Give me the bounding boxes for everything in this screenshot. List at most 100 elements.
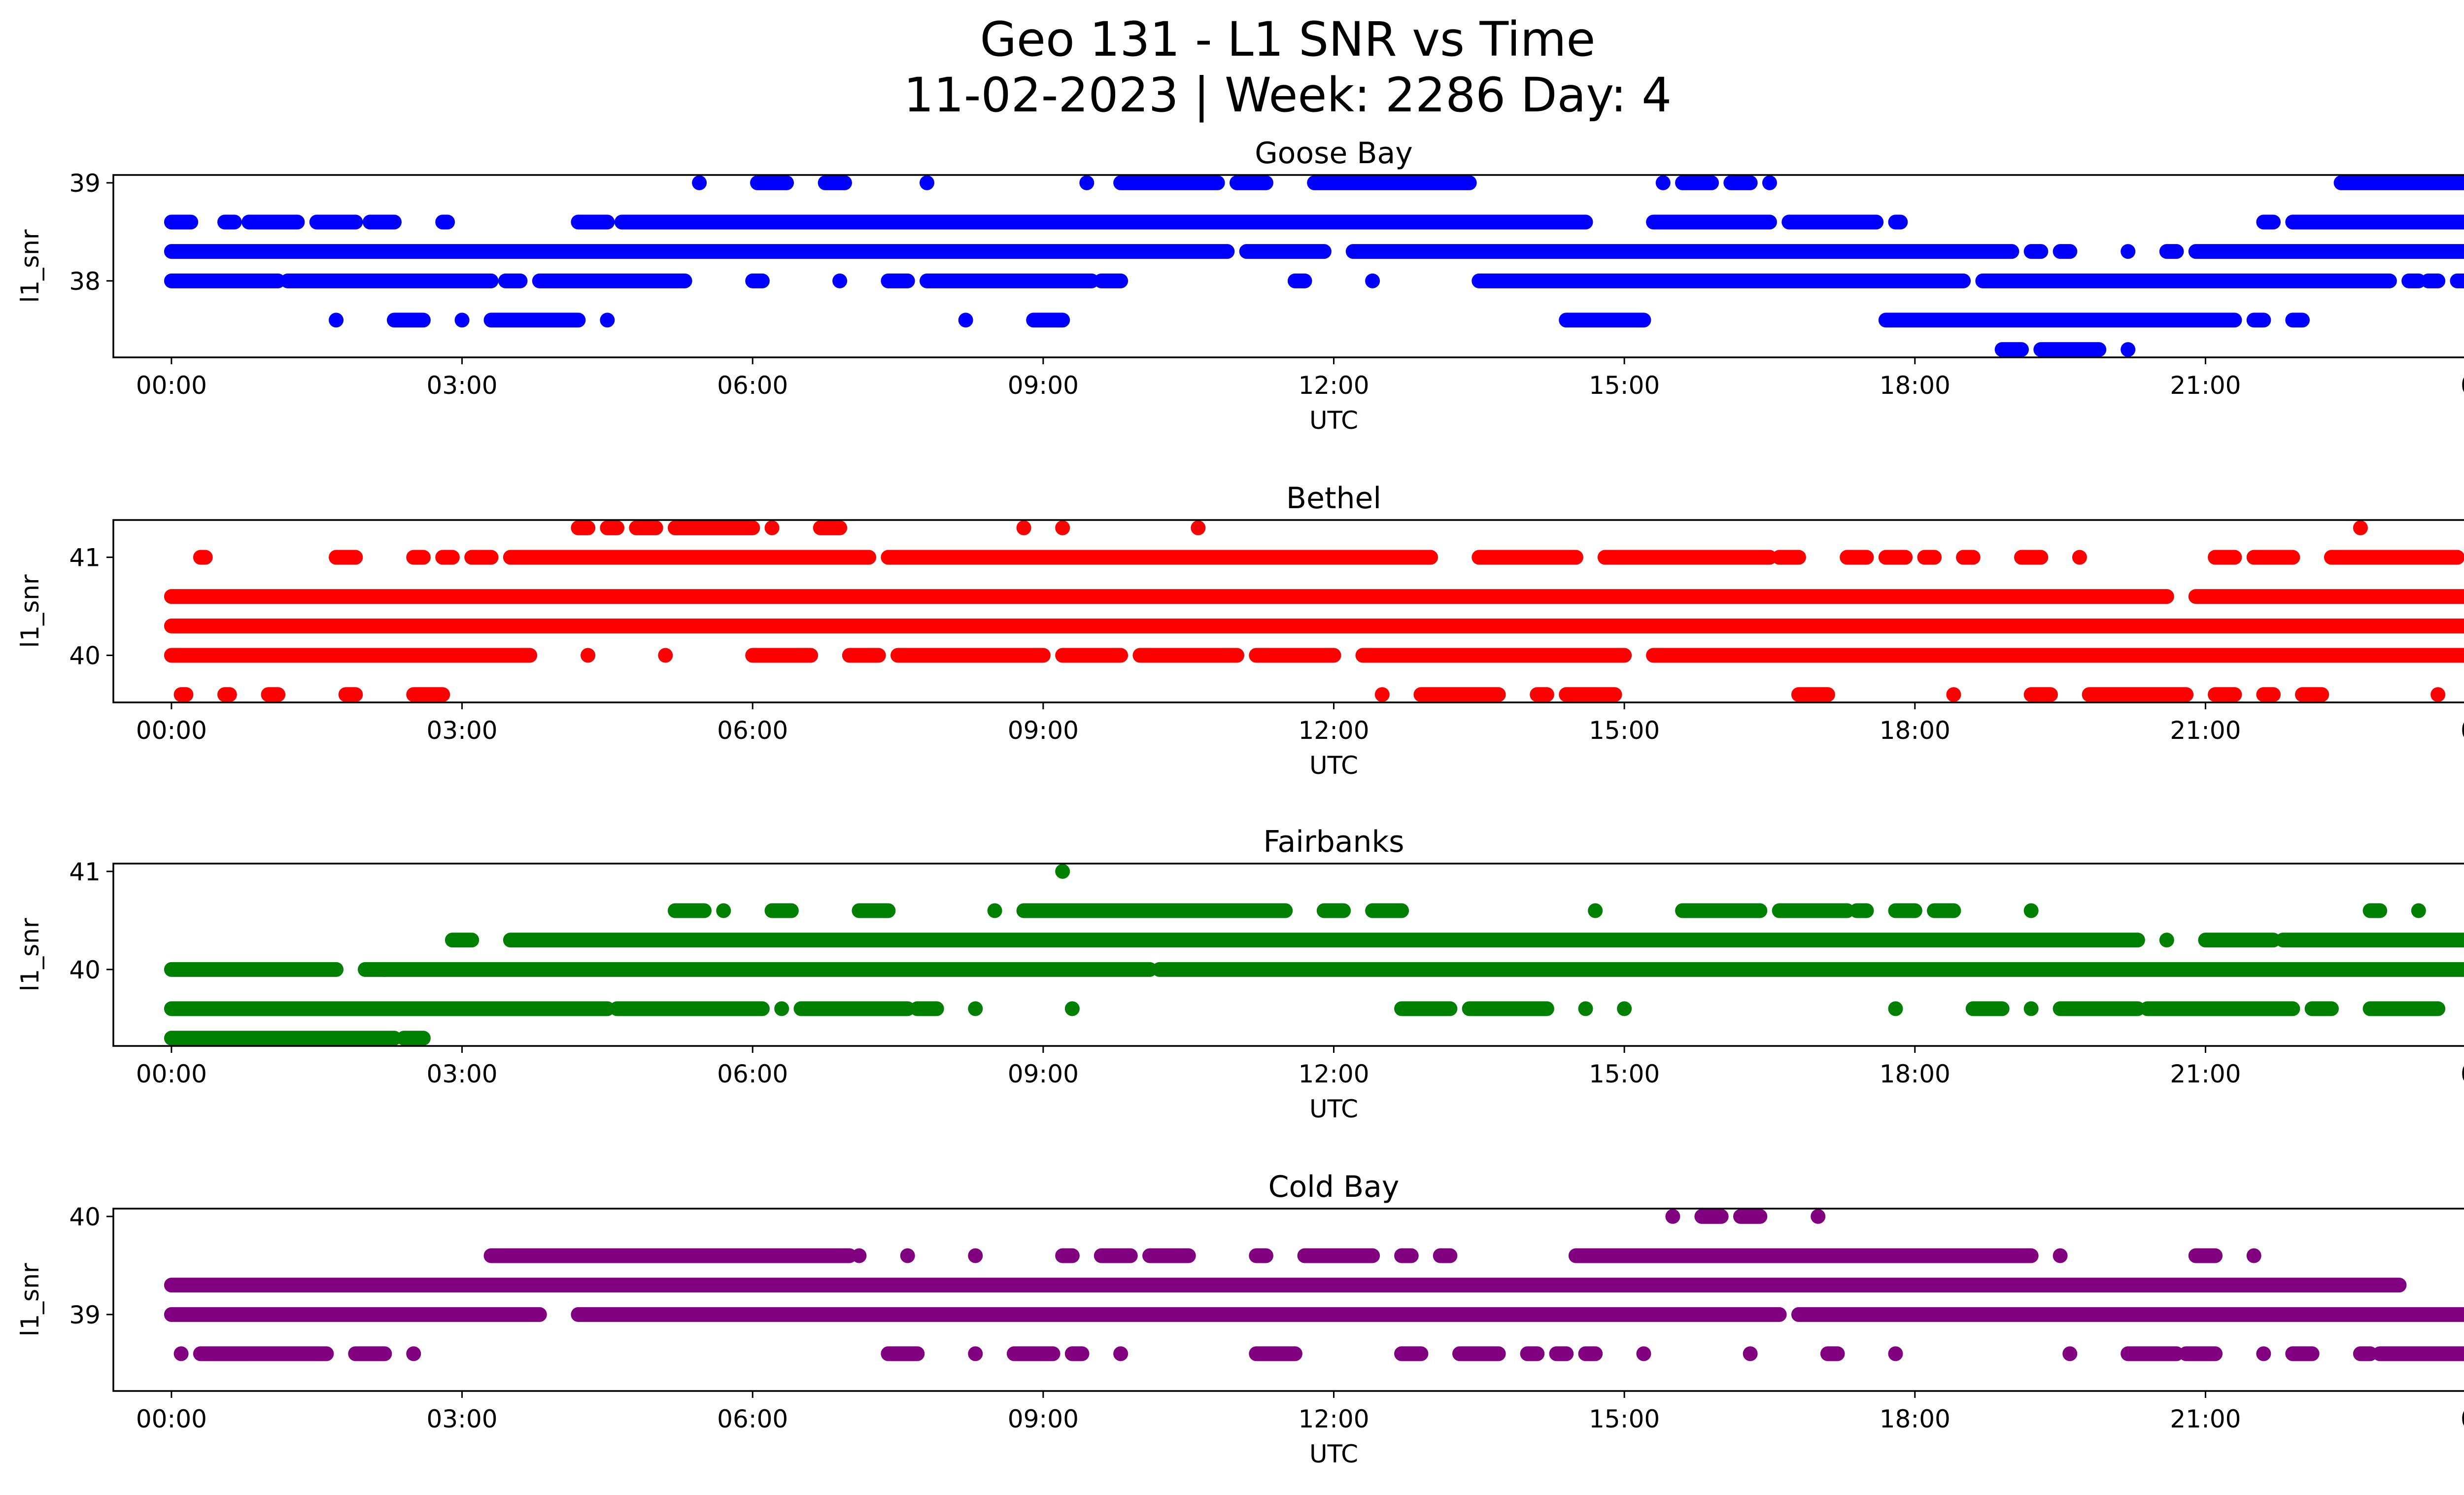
data-point-run: [1917, 550, 1942, 565]
data-point-run: [1132, 648, 1244, 663]
data-point-run: [377, 962, 1158, 977]
data-point-run: [1588, 903, 1603, 918]
data-point-run: [890, 648, 1051, 663]
data-point-run: [2023, 903, 2039, 918]
panel-goose-bay: 00:00 03:00 06:00 09:00 12:00 15:00 18:00 21:00…: [16, 136, 2464, 435]
data-point-run: [881, 550, 1438, 565]
data-point-run: [2121, 1346, 2184, 1361]
data-point-run: [193, 550, 213, 565]
y-axis-label: l1_snr: [16, 574, 44, 648]
data-point-run: [435, 550, 460, 565]
data-point-run: [1055, 1248, 1080, 1263]
data-point-run: [2275, 933, 2464, 948]
data-point-run: [2023, 687, 2058, 702]
data-point-run: [1646, 214, 1777, 230]
data-point-run: [1079, 175, 1095, 190]
data-point-run: [1646, 648, 2464, 663]
x-tick-label: 15:00: [1589, 371, 1660, 400]
y-tick-label: 41: [69, 544, 101, 572]
data-point-run: [842, 648, 886, 663]
data-point-run: [1394, 1346, 1429, 1361]
data-point-run: [2159, 933, 2174, 948]
data-point-run: [2014, 550, 2049, 565]
data-point-run: [1772, 550, 1806, 565]
panel-bethel: 00:00 03:00 06:00 09:00 12:00 15:00 18:00 21:00…: [16, 481, 2464, 780]
data-point-run: [2372, 1346, 2464, 1361]
x-tick-label: 00:00: [136, 1060, 207, 1088]
x-axis-label: UTC: [1309, 1440, 1358, 1468]
data-point-run: [406, 687, 450, 702]
data-point-run: [1374, 687, 1390, 702]
data-point-run: [600, 313, 615, 328]
data-point-run: [2353, 1346, 2378, 1361]
data-point-run: [1743, 1346, 1758, 1361]
x-tick-label: 15:00: [1589, 1060, 1660, 1088]
data-point-run: [329, 550, 363, 565]
data-point-run: [1433, 1248, 1458, 1263]
data-point-run: [1094, 1248, 1138, 1263]
data-point-run: [1772, 903, 1855, 918]
data-point-run: [1878, 550, 1913, 565]
data-point-run: [571, 1307, 1787, 1322]
y-tick-label: 40: [69, 642, 101, 670]
data-point-run: [2450, 273, 2464, 288]
data-point-run: [1191, 520, 1206, 535]
x-tick-label: 12:00: [1298, 1060, 1369, 1088]
data-point-run: [1394, 1248, 1419, 1263]
x-tick-label: 18:00: [1880, 716, 1951, 745]
data-point-run: [164, 962, 344, 977]
data-point-run: [1927, 903, 1961, 918]
data-point-run: [1946, 687, 1961, 702]
data-point-run: [2246, 1248, 2261, 1263]
data-point-run: [2179, 1346, 2223, 1361]
scatter-markers: [164, 175, 2464, 357]
data-point-run: [2256, 687, 2281, 702]
x-tick-label: 00:00: [2461, 716, 2464, 745]
data-point-run: [2353, 520, 2368, 535]
data-point-run: [503, 550, 877, 565]
x-tick-label: 18:00: [1880, 1405, 1951, 1433]
data-point-run: [2256, 1346, 2271, 1361]
data-point-run: [813, 520, 848, 535]
data-point-run: [2188, 589, 2464, 604]
data-point-run: [1888, 1001, 1903, 1016]
x-tick-label: 09:00: [1008, 1060, 1079, 1088]
data-point-run: [503, 933, 2145, 948]
x-tick-label: 06:00: [717, 716, 788, 745]
data-point-run: [692, 175, 707, 190]
data-point-run: [1655, 175, 1671, 190]
data-point-run: [910, 1001, 944, 1016]
data-point-run: [1636, 1346, 1651, 1361]
data-point-run: [852, 1248, 867, 1263]
data-point-run: [2285, 1346, 2320, 1361]
data-point-run: [1617, 1001, 1632, 1016]
data-point-run: [1249, 1346, 1302, 1361]
data-point-run: [164, 618, 2464, 633]
data-point-run: [1820, 1346, 1845, 1361]
data-point-run: [920, 175, 934, 190]
data-point-run: [164, 214, 199, 230]
data-point-run: [483, 313, 586, 328]
data-point-run: [1113, 1346, 1129, 1361]
data-point-run: [667, 903, 712, 918]
data-point-run: [2411, 903, 2426, 918]
x-tick-label: 12:00: [1298, 716, 1369, 745]
x-tick-label: 03:00: [427, 371, 498, 400]
data-point-run: [386, 313, 431, 328]
data-point-run: [1026, 313, 1070, 328]
data-point-run: [217, 687, 237, 702]
x-tick-label: 15:00: [1589, 716, 1660, 745]
data-point-run: [614, 214, 1593, 230]
data-point-run: [2198, 933, 2281, 948]
data-point-run: [1597, 550, 1777, 565]
x-tick-label: 15:00: [1589, 1405, 1660, 1433]
axes-frame: [112, 174, 2464, 358]
figure-title: Geo 131 - L1 SNR vs Time: [980, 12, 1596, 67]
y-axis-label: l1_snr: [16, 918, 44, 991]
data-point-run: [1878, 313, 2242, 328]
data-point-run: [818, 175, 852, 190]
y-tick-label: 39: [69, 169, 101, 198]
data-point-run: [793, 1001, 915, 1016]
axes-frame: [112, 863, 2464, 1047]
